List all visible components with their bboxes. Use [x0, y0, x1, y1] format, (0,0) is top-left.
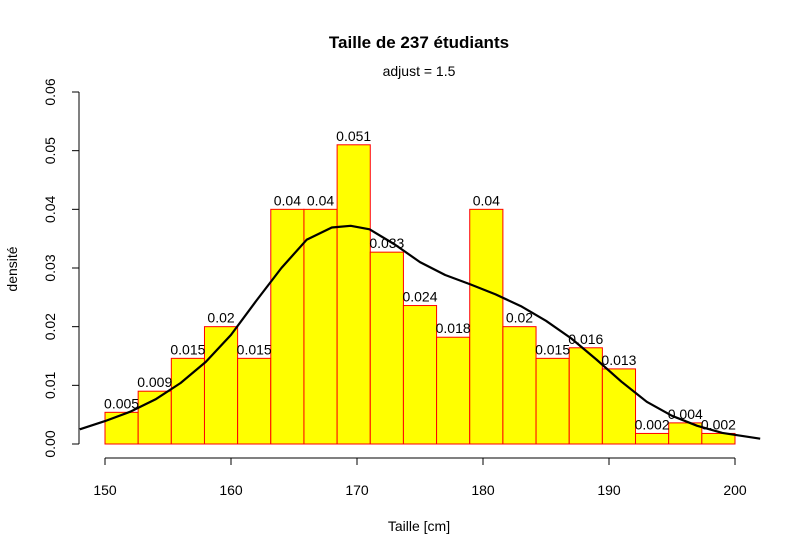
histogram-bar	[270, 208, 305, 445]
bar-value-label: 0.024	[402, 289, 437, 305]
bar-value-label: 0.018	[436, 320, 471, 336]
bar-value-label: 0.02	[506, 310, 533, 326]
x-tick-label: 160	[219, 482, 243, 498]
y-tick-label: 0.05	[42, 137, 58, 164]
bar-value-label: 0.033	[369, 235, 404, 251]
density-curve	[79, 224, 761, 440]
bar-value-label: 0.051	[336, 128, 371, 144]
bar-value-label: 0.009	[137, 374, 172, 390]
histogram-bar	[104, 411, 139, 445]
x-tick-label: 170	[345, 482, 369, 498]
histogram-bar	[303, 208, 338, 445]
histogram-bar	[469, 208, 504, 445]
x-tick-label: 180	[471, 482, 495, 498]
bar-value-label: 0.005	[104, 395, 139, 411]
x-tick-label: 150	[93, 482, 117, 498]
histogram-bar	[535, 357, 570, 445]
y-tick-label: 0.02	[42, 313, 58, 340]
histogram-bars	[104, 144, 736, 445]
bar-value-label: 0.015	[535, 341, 570, 357]
histogram-bar	[369, 251, 404, 445]
chart-title: Taille de 237 étudiants	[329, 33, 509, 52]
histogram-bar	[568, 347, 603, 445]
histogram-bar	[502, 326, 537, 445]
bar-value-label: 0.04	[274, 192, 301, 208]
chart-subtitle: adjust = 1.5	[383, 63, 456, 79]
bar-value-label: 0.04	[473, 192, 500, 208]
bar-value-label: 0.013	[601, 352, 636, 368]
bar-value-label: 0.016	[568, 331, 603, 347]
y-axis: 0.00 0.01 0.02 0.03 0.04 0.05 0.06	[42, 78, 80, 458]
x-axis-label: Taille [cm]	[388, 518, 450, 534]
y-axis-label: densité	[4, 246, 20, 291]
y-tick-label: 0.01	[42, 371, 58, 398]
bar-value-label: 0.004	[668, 406, 703, 422]
histogram-bar	[402, 305, 438, 445]
bar-value-label: 0.015	[170, 341, 205, 357]
y-tick-label: 0.00	[42, 430, 58, 457]
y-tick-label: 0.04	[42, 195, 58, 222]
density-curve-group	[79, 224, 761, 440]
x-tick-label: 200	[723, 482, 747, 498]
bar-value-label: 0.04	[307, 192, 334, 208]
bar-value-label: 0.015	[237, 341, 272, 357]
histogram-bar	[336, 144, 371, 445]
bar-value-label: 0.002	[701, 416, 736, 432]
x-axis: 150 160 170 180 190 200	[93, 457, 747, 498]
histogram-bar	[237, 357, 272, 445]
histogram-bar	[701, 432, 736, 445]
bar-value-label: 0.002	[635, 416, 670, 432]
histogram-bar	[601, 368, 637, 445]
y-tick-label: 0.03	[42, 254, 58, 281]
histogram-bar	[170, 357, 205, 445]
x-tick-label: 190	[597, 482, 621, 498]
histogram-bar	[436, 336, 471, 445]
histogram-bar	[635, 432, 670, 445]
y-tick-label: 0.06	[42, 78, 58, 105]
bar-value-label: 0.02	[207, 310, 234, 326]
